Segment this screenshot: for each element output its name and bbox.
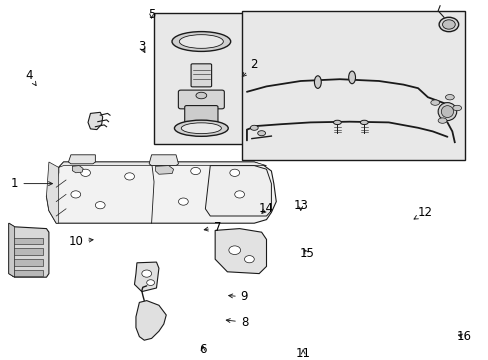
Circle shape [234,191,244,198]
Ellipse shape [430,100,439,105]
Circle shape [142,270,151,277]
Ellipse shape [445,94,453,100]
Polygon shape [155,166,173,174]
FancyBboxPatch shape [178,90,224,109]
Ellipse shape [333,120,341,125]
Text: 6: 6 [199,343,206,356]
Polygon shape [12,259,43,266]
Polygon shape [136,301,166,340]
Polygon shape [9,223,49,277]
Polygon shape [59,162,266,167]
Ellipse shape [437,103,456,121]
Text: 16: 16 [456,330,471,343]
Polygon shape [205,166,271,216]
Ellipse shape [196,92,206,99]
Polygon shape [72,166,83,173]
Text: 3: 3 [138,40,145,53]
Ellipse shape [314,76,321,88]
Polygon shape [12,248,43,255]
Circle shape [178,198,188,205]
Polygon shape [9,223,15,277]
Polygon shape [88,112,102,130]
Ellipse shape [174,120,228,136]
Text: 7: 7 [204,221,221,234]
Ellipse shape [348,71,355,84]
Text: 11: 11 [295,347,310,360]
Ellipse shape [438,17,458,32]
Circle shape [190,167,200,175]
Text: 5: 5 [147,8,155,21]
Ellipse shape [179,35,223,48]
Circle shape [81,169,90,176]
Text: 14: 14 [259,202,273,215]
Text: 13: 13 [293,199,307,212]
Text: 12: 12 [413,206,432,219]
Ellipse shape [181,123,221,134]
Circle shape [229,169,239,176]
Text: 1: 1 [11,177,52,190]
Polygon shape [68,155,95,164]
Circle shape [244,256,254,263]
Polygon shape [12,238,43,244]
Ellipse shape [437,118,446,123]
Ellipse shape [452,105,461,111]
Polygon shape [12,270,43,276]
Text: 8: 8 [226,316,248,329]
Text: 10: 10 [68,235,93,248]
Circle shape [95,202,105,209]
Ellipse shape [360,120,367,125]
Bar [154,13,259,144]
Bar [242,11,464,160]
Circle shape [71,191,81,198]
Circle shape [146,280,154,285]
Polygon shape [149,155,178,166]
Polygon shape [215,229,266,274]
Ellipse shape [257,131,265,136]
Ellipse shape [440,106,452,117]
Circle shape [124,173,134,180]
Ellipse shape [172,32,230,51]
Text: 9: 9 [228,291,248,303]
FancyBboxPatch shape [191,64,211,87]
Ellipse shape [250,125,258,130]
Polygon shape [134,262,159,292]
Polygon shape [46,162,276,223]
Ellipse shape [442,20,454,29]
Polygon shape [46,162,59,223]
Text: 15: 15 [299,247,314,260]
Text: 2: 2 [242,58,258,77]
FancyBboxPatch shape [184,105,218,132]
Text: 4: 4 [25,69,36,86]
Circle shape [228,246,240,255]
